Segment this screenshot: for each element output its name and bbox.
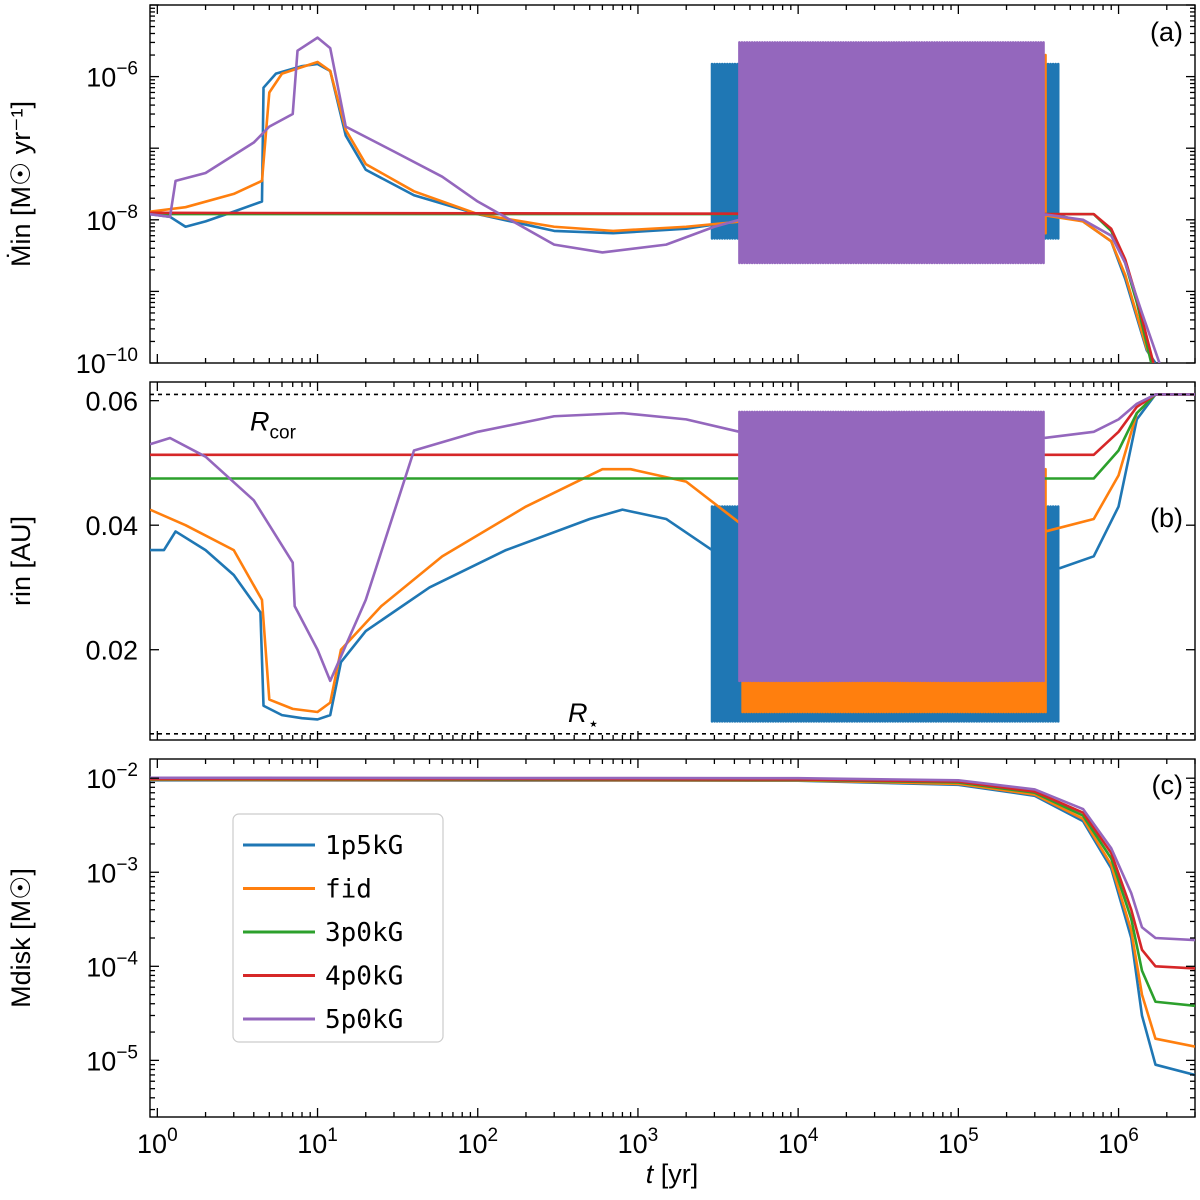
ytick-label-a: 10−10 [76, 345, 138, 379]
panel-a-xticks [156, 5, 1196, 363]
x-axis-label: t [yr] [646, 1159, 699, 1189]
panel-a-series [150, 36, 1161, 363]
ref-label-R_star: R⋆ [568, 698, 599, 735]
ytick-label-c: 10−4 [86, 948, 138, 982]
x-tick-labels: 100 101 102 103 104 105 106 [137, 1125, 1139, 1159]
panel-c-yticks: 10−5 10−4 10−3 10−2 [86, 760, 1195, 1111]
ytick-label-c: 10−3 [86, 854, 138, 888]
panel-b-tag: (b) [1150, 503, 1183, 533]
x-tick-label: 105 [938, 1125, 979, 1159]
panel-a-ylabel: Ṁin [M☉ yr⁻¹] [5, 101, 36, 267]
ytick-label-b: 0.02 [85, 636, 138, 666]
panel-b-yticks: 0.02 0.04 0.06 [85, 387, 1195, 666]
panel-b-series [150, 393, 1195, 723]
ytick-label-c: 10−5 [86, 1042, 138, 1076]
ytick-label-a: 10−6 [86, 59, 138, 93]
x-axis-label-unit: [yr] [661, 1159, 699, 1189]
panel-b-reference-lines: Rcor R⋆ [150, 393, 1195, 735]
ytick-label-b: 0.06 [85, 387, 138, 417]
panel-c-tag: (c) [1152, 770, 1183, 800]
ytick-label-b: 0.04 [85, 511, 138, 541]
panel-b: Rcor R⋆ 0.02 0.04 0.06 (b) rin [AU] [6, 381, 1196, 741]
panel-a-frame [149, 4, 1196, 364]
ytick-label-c: 10−2 [86, 760, 138, 794]
x-axis-label-symbol: t [646, 1159, 655, 1189]
panel-b-xticks [156, 382, 1196, 740]
legend: 1p5kG fid 3p0kG 4p0kG 5p0kG [232, 813, 444, 1043]
x-tick-label: 106 [1098, 1125, 1139, 1159]
panel-a-yticks: 10−10 10−8 10−6 [76, 4, 1195, 379]
x-tick-label: 102 [457, 1125, 498, 1159]
x-tick-label: 100 [137, 1125, 178, 1159]
legend-label-5p0kG: 5p0kG [325, 1005, 403, 1035]
x-tick-label: 104 [778, 1125, 819, 1159]
legend-label-4p0kG: 4p0kG [325, 962, 403, 992]
x-tick-label: 103 [618, 1125, 659, 1159]
series-a-5p0kG [150, 36, 1161, 363]
legend-label-1p5kG: 1p5kG [325, 831, 403, 861]
legend-label-3p0kG: 3p0kG [325, 918, 403, 948]
ytick-label-a: 10−8 [86, 202, 138, 236]
panel-c: 10−5 10−4 10−3 10−2 (c) Mdisk [M☉] 1p5kG fid… [6, 758, 1196, 1118]
panel-a: 10−10 10−8 10−6 (a) Ṁin [M☉ yr⁻¹] [5, 4, 1196, 379]
series-b-5p0kG [150, 393, 1195, 683]
series-c-5p0kG [150, 776, 1195, 942]
panel-b-ylabel: rin [AU] [6, 516, 36, 606]
ref-label-R_cor: Rcor [250, 406, 297, 443]
panel-c-xticks [156, 759, 1196, 1117]
panel-c-ylabel: Mdisk [M☉] [6, 868, 36, 1008]
panel-c-series [150, 776, 1195, 1077]
legend-label-fid: fid [325, 875, 372, 905]
legend-box [232, 813, 444, 1043]
x-tick-label: 101 [297, 1125, 338, 1159]
panel-a-tag: (a) [1150, 17, 1183, 47]
panel-b-frame [149, 381, 1196, 741]
